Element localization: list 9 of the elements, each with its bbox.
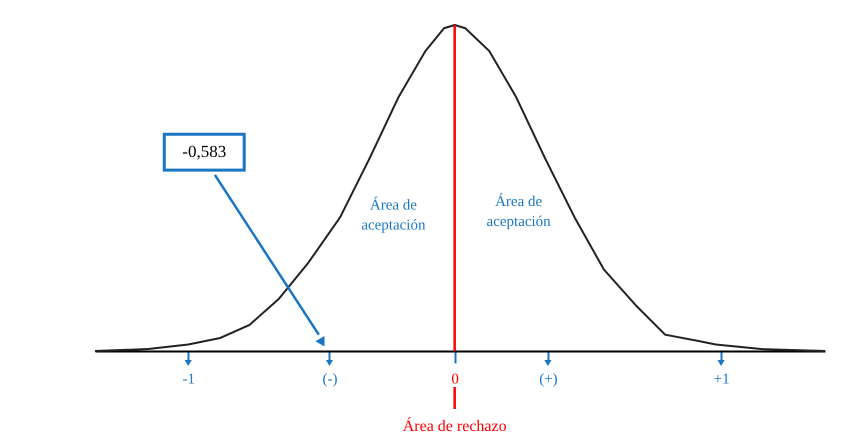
annotation: Área de aceptación <box>486 193 552 230</box>
x-tick-label: +1 <box>714 372 730 388</box>
ref-line-label: Área de rechazo <box>402 417 507 435</box>
annotation: -0,583 <box>182 142 226 162</box>
x-tick-label: -1 <box>182 372 195 388</box>
x-tick-label: 0 <box>451 372 459 388</box>
x-tick-label: (+) <box>539 372 558 388</box>
annotation: Área de aceptación <box>361 196 426 234</box>
x-tick-label: (-) <box>322 372 338 388</box>
